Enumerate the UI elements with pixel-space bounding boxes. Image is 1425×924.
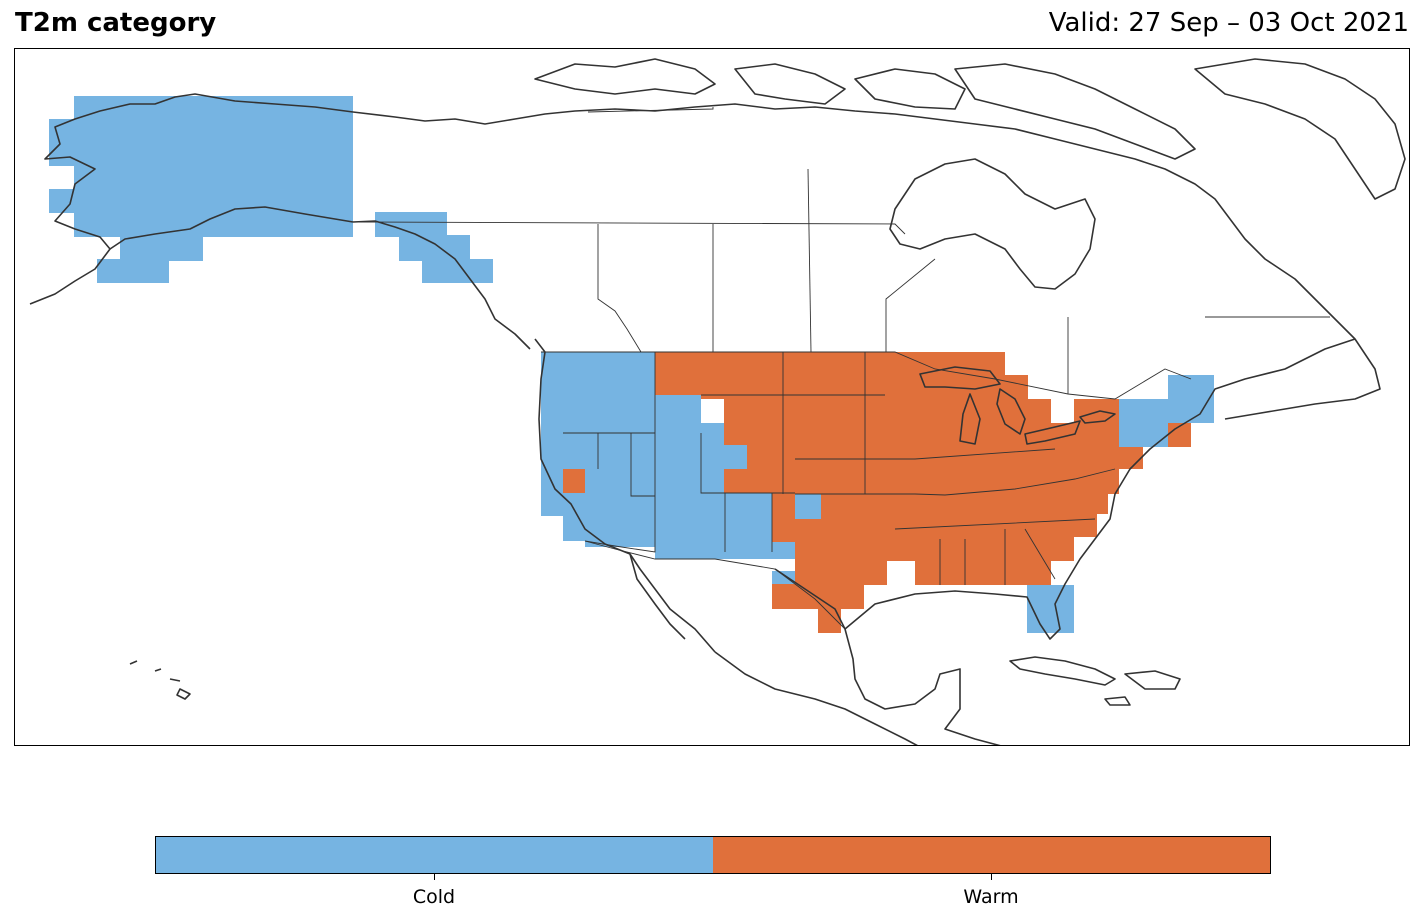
legend-cold-label: Cold	[412, 886, 456, 908]
legend-colorbar	[155, 836, 1271, 874]
valid-period: Valid: 27 Sep – 03 Oct 2021	[1048, 8, 1409, 38]
california-warm-cell	[563, 469, 585, 493]
legend-warm-tick	[991, 874, 992, 880]
north-america-map	[29, 58, 1406, 745]
cold-cells	[49, 96, 1214, 633]
ohio-valley-cell	[1143, 423, 1191, 447]
legend-cold-swatch	[156, 837, 713, 873]
alaska-cell	[49, 96, 353, 283]
texas-warm-cell	[795, 494, 821, 519]
warm-cells	[563, 352, 1191, 633]
central-warm-cell	[655, 352, 1143, 633]
map-title: T2m category	[15, 8, 217, 38]
legend-warm-label: Warm	[963, 886, 1019, 908]
legend-warm-swatch	[713, 837, 1270, 873]
borders	[352, 107, 1330, 630]
new-england-cell	[1119, 375, 1214, 469]
florida-cell	[1027, 585, 1074, 633]
coastlines	[29, 58, 1406, 745]
legend-cold-tick	[434, 874, 435, 880]
map-panel	[14, 48, 1410, 746]
